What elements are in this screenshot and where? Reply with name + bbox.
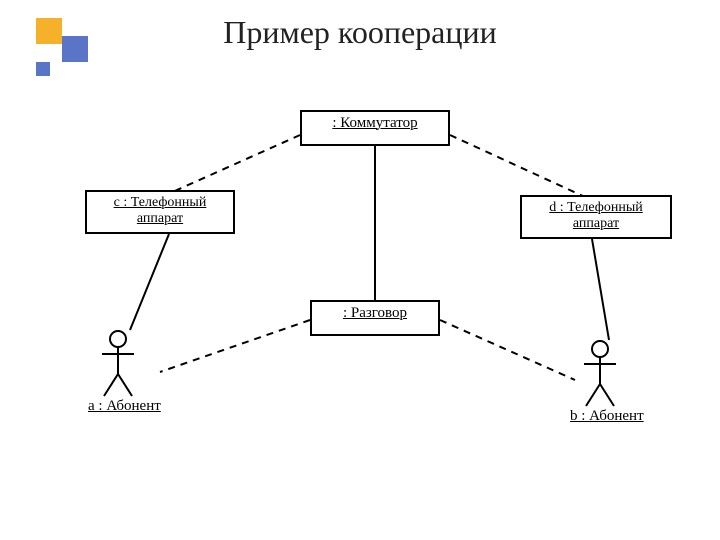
node-talk-box: : Разговор [310,300,440,336]
node-talk-label: : Разговор [343,305,407,322]
diagram-edges [0,0,720,540]
node-phone-c-box: c : Телефонныйаппарат [85,190,235,234]
node-switch-box: : Коммутатор [300,110,450,146]
actor-a-label: a : Абонент [88,398,148,415]
stick-figure-icon [98,330,138,398]
deco-square-3 [36,62,50,76]
node-phone-d-box: d : Телефонныйаппарат [520,195,672,239]
stick-figure-icon [580,340,620,408]
actor-b-label: b : Абонент [570,408,630,425]
actor-b: b : Абонент [570,340,630,425]
node-phone-d-label: d : Телефонныйаппарат [549,200,642,232]
node-switch-label: : Коммутатор [332,115,417,132]
node-phone-c-label: c : Телефонныйаппарат [114,195,207,227]
slide-title: Пример кооперации [0,14,720,51]
actor-a: a : Абонент [88,330,148,415]
